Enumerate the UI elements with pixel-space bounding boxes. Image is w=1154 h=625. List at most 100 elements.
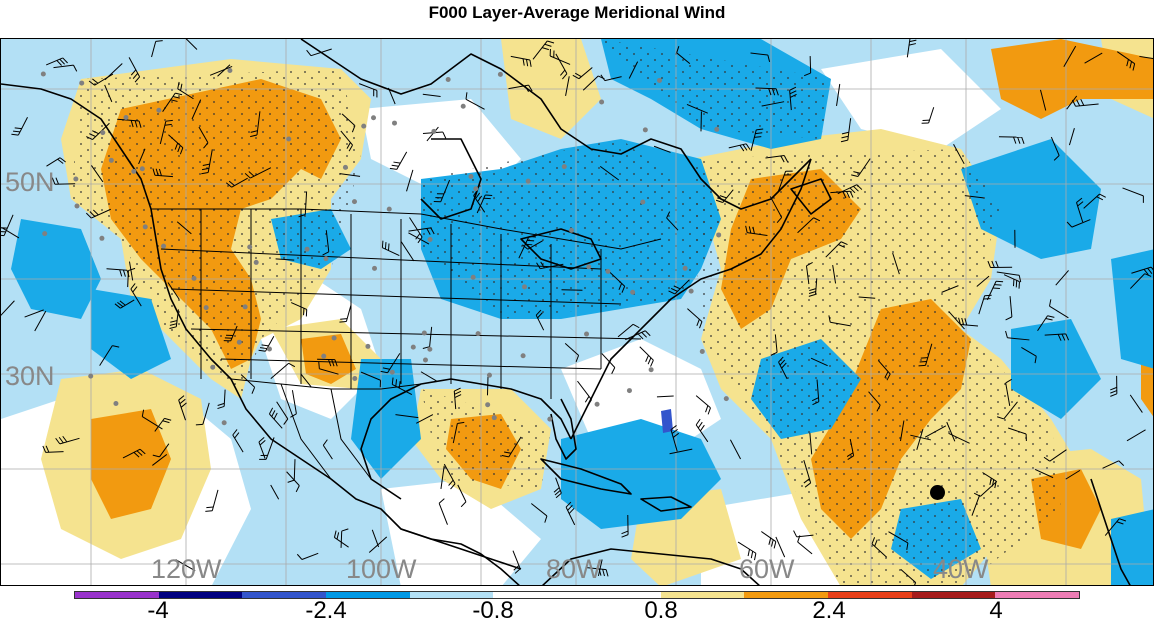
station-dot	[446, 77, 451, 82]
station-dot	[526, 179, 531, 184]
station-dot	[243, 304, 248, 309]
station-dot	[143, 224, 148, 229]
station-dot	[498, 72, 503, 77]
wind-map	[1, 39, 1154, 586]
station-dot	[422, 330, 427, 335]
station-dot	[237, 340, 242, 345]
station-dot	[227, 68, 232, 73]
station-dot	[586, 264, 591, 269]
station-dot	[724, 396, 729, 401]
black-marker-dot	[930, 485, 945, 500]
colorbar-segment	[159, 592, 243, 598]
station-dot	[599, 100, 604, 105]
station-dot	[392, 121, 397, 126]
station-dot	[630, 290, 635, 295]
station-dot	[431, 129, 436, 134]
station-dot	[361, 124, 366, 129]
station-dot	[222, 420, 227, 425]
station-dot	[267, 346, 272, 351]
colorbar-label: -2.4	[305, 597, 346, 625]
station-dot	[595, 402, 600, 407]
station-dot	[88, 374, 93, 379]
colorbar-segment	[75, 592, 159, 598]
station-dot	[714, 127, 719, 132]
station-dot	[487, 373, 492, 378]
station-dot	[332, 335, 337, 340]
station-dot	[390, 370, 395, 375]
map-panel: 50N 30N 120W 100W 80W 60W 40W	[0, 38, 1154, 586]
station-dot	[569, 228, 574, 233]
station-dot	[192, 276, 197, 281]
colorbar-segment	[995, 592, 1079, 598]
lon-label-40w: 40W	[933, 554, 989, 585]
station-dot	[42, 231, 47, 236]
station-dot	[471, 275, 476, 280]
station-dot	[700, 349, 705, 354]
lon-label-80w: 80W	[546, 554, 602, 585]
station-dot	[204, 305, 209, 310]
station-dot	[305, 247, 310, 252]
lon-label-60w: 60W	[739, 554, 795, 585]
station-dot	[254, 260, 259, 265]
station-dot	[461, 104, 466, 109]
station-dot	[247, 244, 252, 249]
colorbar-label: -4	[147, 597, 168, 625]
station-dot	[643, 127, 648, 132]
station-dot	[286, 136, 291, 141]
colorbar	[74, 591, 1080, 599]
wind-barb	[487, 376, 488, 396]
station-dot	[99, 236, 104, 241]
station-dot	[123, 115, 128, 120]
station-dot	[323, 256, 328, 261]
lat-label-50n: 50N	[5, 167, 55, 198]
station-dot	[372, 266, 377, 271]
station-dot	[73, 177, 78, 182]
station-dot	[605, 269, 610, 274]
station-dot	[79, 81, 84, 86]
station-dot	[627, 388, 632, 393]
station-dot	[562, 164, 567, 169]
station-dot	[131, 169, 136, 174]
station-dot	[476, 331, 481, 336]
station-dot	[140, 166, 145, 171]
station-dot	[468, 174, 473, 179]
station-dot	[428, 237, 433, 242]
station-dot	[74, 204, 79, 209]
station-dot	[522, 284, 527, 289]
station-dot	[521, 353, 526, 358]
station-dot	[411, 345, 416, 350]
station-dot	[485, 402, 490, 407]
station-dot	[343, 165, 348, 170]
station-dot	[210, 365, 215, 370]
station-dot	[473, 186, 478, 191]
station-dot	[716, 232, 721, 237]
station-dot	[547, 417, 552, 422]
wind-fill-layer	[1, 39, 1154, 586]
lon-label-100w: 100W	[346, 554, 417, 585]
lat-label-30n: 30N	[5, 361, 55, 392]
colorbar-segment	[912, 592, 996, 598]
station-dot	[41, 71, 46, 76]
station-dot	[640, 199, 645, 204]
station-dot	[657, 78, 662, 83]
station-dot	[352, 376, 357, 381]
colorbar-label: 4	[989, 597, 1002, 625]
colorbar-label: 0.8	[644, 597, 677, 625]
lon-label-120w: 120W	[151, 554, 222, 585]
station-dot	[387, 207, 392, 212]
station-dot	[100, 130, 105, 135]
station-dot	[156, 108, 161, 113]
station-dot	[689, 289, 694, 294]
station-dot	[492, 415, 497, 420]
station-dot	[371, 115, 376, 120]
station-dot	[161, 244, 166, 249]
map-title: F000 Layer-Average Meridional Wind	[0, 0, 1154, 26]
station-dot	[321, 354, 326, 359]
colorbar-label: 2.4	[812, 597, 845, 625]
station-dot	[649, 367, 654, 372]
station-dot	[427, 347, 432, 352]
station-dot	[423, 357, 428, 362]
station-dot	[584, 332, 589, 337]
station-dot	[683, 266, 688, 271]
station-dot	[113, 401, 118, 406]
